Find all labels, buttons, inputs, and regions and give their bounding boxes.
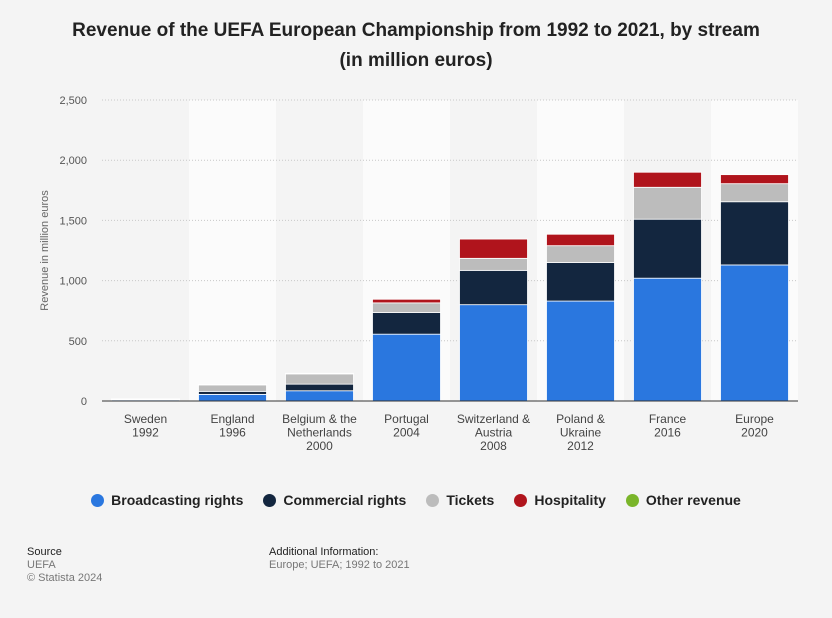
bar-segment-hospitality — [546, 233, 615, 247]
bar-segment-broadcasting-rights — [633, 277, 702, 402]
legend-label-hospitality: Hospitality — [534, 492, 606, 508]
bar-segment-commercial-rights — [720, 201, 789, 266]
y-tick-label: 1,000 — [59, 276, 87, 288]
source-block: Source UEFA © Statista 2024 — [27, 546, 102, 585]
legend-swatch-hospitality — [514, 493, 528, 507]
x-tick-label: Portugal 2004 — [384, 412, 429, 440]
legend-swatch-commercial — [263, 493, 277, 507]
bar-segment-commercial-rights — [633, 218, 702, 279]
additional-info-block: Additional Information: Europe; UEFA; 19… — [269, 546, 410, 572]
legend-item-broadcasting[interactable]: Broadcasting rights — [91, 492, 243, 508]
bar-segment-broadcasting-rights — [720, 264, 789, 402]
bar-segment-hospitality — [285, 372, 354, 375]
additional-info-value: Europe; UEFA; 1992 to 2021 — [269, 559, 410, 571]
bar-segment-tickets — [459, 257, 528, 271]
legend-item-commercial[interactable]: Commercial rights — [263, 492, 406, 508]
bar-segment-tickets — [546, 245, 615, 263]
legend-swatch-broadcasting — [91, 493, 105, 507]
source-value: UEFA — [27, 559, 56, 571]
bar-segment-broadcasting-rights — [198, 393, 267, 402]
bar-segment-commercial-rights — [546, 262, 615, 302]
legend-label-tickets: Tickets — [446, 492, 495, 508]
additional-info-label: Additional Information: — [269, 546, 379, 558]
x-tick-label: Europe 2020 — [735, 412, 774, 440]
y-tick-label: 500 — [69, 336, 87, 348]
bar-segment-broadcasting-rights — [372, 333, 441, 402]
bar-segment-broadcasting-rights — [459, 304, 528, 402]
legend-label-commercial: Commercial rights — [283, 492, 407, 508]
bar-segment-tickets — [633, 186, 702, 220]
y-axis-title: Revenue in million euros — [39, 190, 51, 311]
source-label: Source — [27, 546, 62, 558]
bar-segment-tickets — [285, 373, 354, 385]
x-tick-label: France 2016 — [649, 412, 687, 440]
y-tick-label: 2,000 — [59, 155, 87, 167]
x-tick-label: Belgium & the Netherlands 2000 — [282, 412, 357, 453]
y-tick-label: 1,500 — [59, 215, 87, 227]
bar-segment-hospitality — [459, 238, 528, 259]
bar-segment-commercial-rights — [198, 390, 267, 395]
bar-segment-hospitality — [372, 298, 441, 304]
x-tick-label: Switzerland & Austria 2008 — [457, 412, 530, 453]
bar-segment-tickets — [372, 302, 441, 313]
chart-plot: 0 500 1,000 1,500 2,000 2,500 Revenue in milli… — [39, 95, 798, 453]
chart-title: Revenue of the UEFA European Championshi… — [72, 20, 760, 71]
bar-segment-tickets — [198, 384, 267, 392]
legend-item-other[interactable]: Other revenue — [625, 492, 741, 508]
bar-segment-tickets — [720, 183, 789, 203]
legend-swatch-tickets — [426, 493, 440, 507]
bar-segment-hospitality — [198, 384, 267, 386]
chart-legend: Broadcasting rights Commercial rights Ti… — [0, 492, 832, 508]
x-tick-label: Poland & Ukraine 2012 — [556, 412, 605, 453]
bar-segment-hospitality — [633, 171, 702, 188]
bar-segment-commercial-rights — [372, 312, 441, 335]
y-tick-label: 2,500 — [59, 95, 87, 107]
legend-label-broadcasting: Broadcasting rights — [111, 492, 244, 508]
copyright: © Statista 2024 — [27, 572, 103, 584]
y-tick-label: 0 — [81, 396, 87, 408]
bar-segment-broadcasting-rights — [285, 390, 354, 402]
legend-label-other: Other revenue — [645, 492, 741, 508]
x-tick-label: Sweden 1992 — [124, 412, 167, 440]
bar-segment-hospitality — [720, 174, 789, 185]
x-tick-label: England 1996 — [210, 412, 254, 440]
bar-segment-broadcasting-rights — [546, 300, 615, 402]
bar-segment-commercial-rights — [459, 269, 528, 306]
bar-segment-commercial-rights — [285, 383, 354, 392]
legend-item-hospitality[interactable]: Hospitality — [514, 492, 606, 508]
column-band — [189, 100, 276, 401]
legend-swatch-other — [625, 493, 639, 507]
legend-item-tickets[interactable]: Tickets — [426, 492, 494, 508]
bar-segment-tickets — [111, 398, 180, 400]
